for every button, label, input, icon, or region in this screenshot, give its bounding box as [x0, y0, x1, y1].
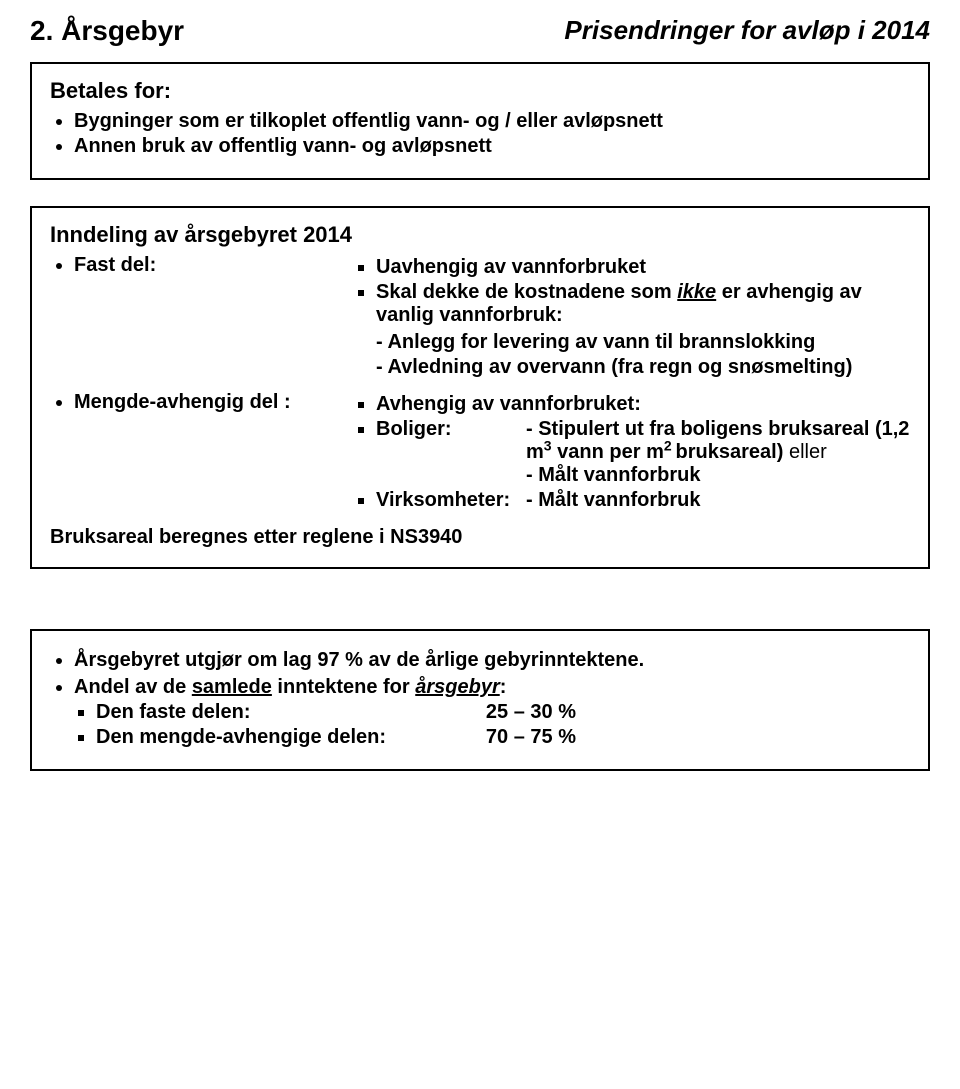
sup-2: 2	[664, 437, 676, 453]
box3-line1: Årsgebyret utgjør om lag 97 % av de årli…	[74, 649, 910, 672]
box2-title: Inndeling av årsgebyret 2014	[50, 222, 910, 248]
boliger-v1-mid: vann per m	[552, 441, 664, 463]
box3-list: Årsgebyret utgjør om lag 97 % av de årli…	[50, 649, 910, 749]
box3-row2-value: 70 – 75 %	[486, 726, 576, 749]
box3-row1-label: Den faste delen:	[96, 701, 250, 724]
box3-sublist: Den faste delen: 25 – 30 % Den mengde-av…	[74, 701, 910, 749]
page-header: 2. Årsgebyr Prisendringer for avløp i 20…	[30, 15, 930, 47]
mengde-virksomheter: Virksomheter: - Målt vannforbruk	[376, 489, 910, 512]
box-inndeling: Inndeling av årsgebyret 2014 Fast del: U…	[30, 206, 930, 569]
boliger-value: - Stipulert ut fra boligens bruksareal (…	[526, 418, 910, 487]
box1-title: Betales for:	[50, 78, 910, 104]
virk-value: - Målt vannforbruk	[526, 489, 910, 512]
b3-l2-pre: Andel av de	[74, 676, 192, 698]
fast-del-sublist: Uavhengig av vannforbruket Skal dekke de…	[354, 256, 910, 379]
box3-row2: Den mengde-avhengige delen: 70 – 75 %	[96, 726, 910, 749]
box3-row2-label: Den mengde-avhengige delen:	[96, 726, 386, 749]
boliger-v1-postpre: bruksareal)	[676, 441, 784, 463]
fast-del-sub2: Skal dekke de kostnadene som ikke er avh…	[376, 281, 910, 379]
mengde-item: Mengde-avhengig del : Avhengig av vannfo…	[74, 391, 910, 514]
mengde-label: Mengde-avhengig del :	[74, 391, 354, 414]
mengde-sublist: Avhengig av vannforbruket: Boliger: - St…	[354, 393, 910, 512]
fast-d1: - Anlegg for levering av vann til branns…	[376, 331, 910, 354]
mengde-sub1: Avhengig av vannforbruket:	[376, 393, 910, 416]
box1-item: Bygninger som er tilkoplet offentlig van…	[74, 110, 910, 133]
box3-row1: Den faste delen: 25 – 30 %	[96, 701, 910, 724]
box3-line2: Andel av de samlede inntektene for årsge…	[74, 676, 910, 749]
b3-l2-colon: :	[500, 676, 507, 698]
fast-d2: - Avledning av overvann (fra regn og snø…	[376, 356, 910, 379]
virk-label: Virksomheter:	[376, 489, 526, 512]
b3-l2-post: inntektene for	[272, 676, 415, 698]
box3-row1-value: 25 – 30 %	[486, 701, 576, 724]
page: 2. Årsgebyr Prisendringer for avløp i 20…	[0, 0, 960, 1089]
fast-s2-under: ikke	[677, 281, 716, 303]
fast-s2-pre: Skal dekke de kostnadene som	[376, 281, 677, 303]
header-right: Prisendringer for avløp i 2014	[564, 15, 930, 46]
header-left: 2. Årsgebyr	[30, 15, 184, 47]
b3-l2-under: samlede	[192, 676, 272, 698]
boliger-v2: - Målt vannforbruk	[526, 464, 910, 487]
box2-footer: Bruksareal beregnes etter reglene i NS39…	[50, 526, 910, 549]
box2-list: Fast del: Uavhengig av vannforbruket Ska…	[50, 254, 910, 514]
boliger-label: Boliger:	[376, 418, 526, 487]
box-betales-for: Betales for: Bygninger som er tilkoplet …	[30, 62, 930, 180]
box1-list: Bygninger som er tilkoplet offentlig van…	[50, 110, 910, 158]
fast-del-label: Fast del:	[74, 254, 354, 277]
box-andel: Årsgebyret utgjør om lag 97 % av de årli…	[30, 629, 930, 771]
fast-del-sub1: Uavhengig av vannforbruket	[376, 256, 910, 279]
fast-del-item: Fast del: Uavhengig av vannforbruket Ska…	[74, 254, 910, 381]
box1-item: Annen bruk av offentlig vann- og avløpsn…	[74, 135, 910, 158]
mengde-boliger: Boliger: - Stipulert ut fra boligens bru…	[376, 418, 910, 487]
sup-3: 3	[544, 437, 552, 453]
boliger-eller: eller	[783, 441, 826, 463]
b3-l2-ital: årsgebyr	[415, 676, 500, 698]
